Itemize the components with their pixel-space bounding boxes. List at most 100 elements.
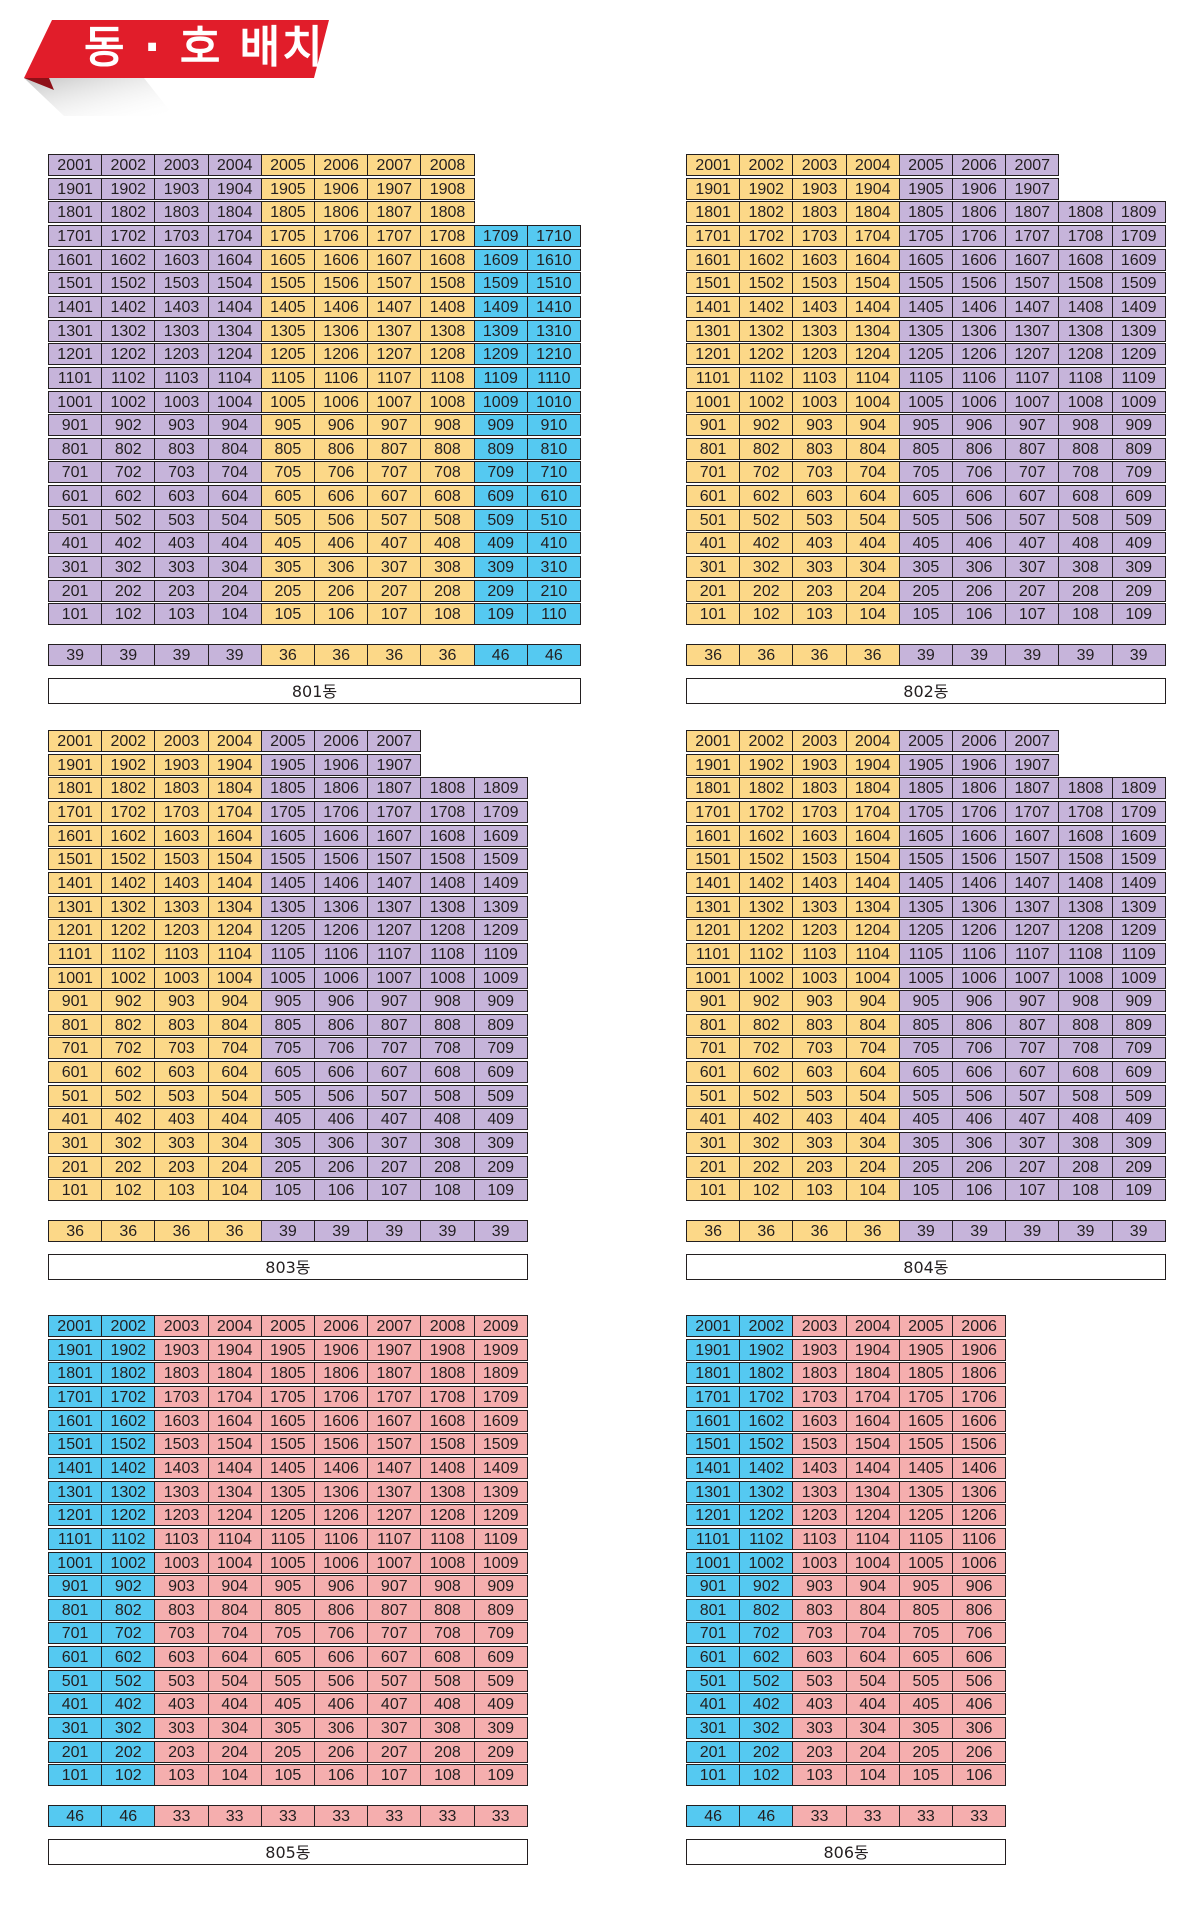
unit-cell: 807: [1005, 437, 1060, 460]
unit-cell: 203: [154, 1155, 209, 1178]
unit-cell: 402: [739, 1108, 794, 1131]
area-cell: 39: [207, 644, 262, 666]
unit-cell: 1807: [367, 1362, 422, 1385]
unit-cell: 1807: [367, 201, 422, 224]
unit-cell: 209: [473, 1740, 528, 1763]
unit-cell: 1209: [473, 343, 528, 366]
unit-cell: 308: [1058, 1132, 1113, 1155]
unit-cell: 1803: [792, 1362, 847, 1385]
unit-cell: 606: [314, 1061, 369, 1084]
unit-cell: 805: [898, 437, 953, 460]
unit-cell: 904: [207, 990, 262, 1013]
unit-cell: 1703: [792, 224, 847, 247]
unit-cell: 304: [845, 1717, 900, 1740]
unit-cell: 205: [260, 1740, 315, 1763]
unit-cell: 1502: [739, 848, 794, 871]
unit-cell: 404: [207, 1108, 262, 1131]
unit-cell: 307: [367, 1132, 422, 1155]
unit-cell: 502: [101, 508, 156, 531]
unit-cell: 905: [260, 990, 315, 1013]
unit-cell: 207: [367, 1740, 422, 1763]
unit-cell: 709: [473, 461, 528, 484]
unit-cell: 1104: [845, 942, 900, 965]
unit-cell: 1206: [952, 343, 1007, 366]
unit-cell: 1304: [845, 895, 900, 918]
unit-cell: 1603: [154, 824, 209, 847]
unit-cell: 1706: [314, 1385, 369, 1408]
unit-cell: 1602: [739, 1409, 794, 1432]
unit-cell: 506: [952, 1084, 1007, 1107]
unit-cell: 2005: [260, 730, 315, 752]
unit-cell: 1207: [367, 919, 422, 942]
unit-cell: 903: [792, 990, 847, 1013]
unit-cell: 904: [207, 414, 262, 437]
unit-cell: 304: [207, 1717, 262, 1740]
unit-cell: 1709: [1111, 224, 1166, 247]
unit-cell: 1204: [207, 343, 262, 366]
unit-cell: 1007: [1005, 966, 1060, 989]
unit-cell: 1405: [260, 295, 315, 318]
unit-cell: 1007: [367, 390, 422, 413]
unit-cell: 2006: [314, 1315, 369, 1337]
unit-cell: 1004: [845, 1551, 900, 1574]
unit-cell: 1202: [739, 343, 794, 366]
unit-cell: 1401: [686, 871, 741, 894]
unit-cell: 1102: [101, 366, 156, 389]
unit-cell: 1409: [473, 295, 528, 318]
unit-cell: 1503: [792, 1433, 847, 1456]
unit-cell: 607: [1005, 1061, 1060, 1084]
unit-cell: 1203: [792, 343, 847, 366]
unit-cell: 1101: [686, 1527, 741, 1550]
unit-cell: 409: [473, 1693, 528, 1716]
unit-cell: 407: [367, 1693, 422, 1716]
unit-cell: 304: [845, 556, 900, 579]
unit-cell: 403: [792, 532, 847, 555]
unit-cell: 805: [898, 1598, 953, 1621]
unit-cell: 1601: [686, 1409, 741, 1432]
unit-cell: 510: [526, 508, 581, 531]
unit-cell: 1105: [898, 1527, 953, 1550]
unit-cell: 602: [739, 1061, 794, 1084]
unit-cell: 703: [154, 461, 209, 484]
unit-cell: 806: [952, 1598, 1007, 1621]
unit-cell: 202: [101, 579, 156, 602]
unit-cell: 1803: [154, 201, 209, 224]
unit-cell: 1401: [686, 295, 741, 318]
unit-cell: 309: [473, 556, 528, 579]
unit-cell: 406: [314, 1108, 369, 1131]
unit-cell: 901: [48, 1575, 103, 1598]
unit-cell: 801: [48, 437, 103, 460]
unit-cell: 802: [101, 1013, 156, 1036]
unit-cell: 507: [1005, 508, 1060, 531]
area-cell: 46: [739, 1805, 794, 1827]
unit-cell: 1705: [898, 1385, 953, 1408]
unit-cell: 209: [1111, 579, 1166, 602]
unit-cell: 1104: [207, 1527, 262, 1550]
unit-cell: 604: [845, 485, 900, 508]
unit-cell: 1007: [367, 966, 422, 989]
unit-cell: 1601: [48, 1409, 103, 1432]
unit-cell: 801: [48, 1013, 103, 1036]
unit-cell: 1904: [845, 1338, 900, 1361]
unit-cell: 409: [473, 1108, 528, 1131]
unit-cell: 1901: [48, 177, 103, 200]
unit-cell: 703: [792, 1622, 847, 1645]
unit-cell: 1502: [739, 272, 794, 295]
unit-cell: 1107: [1005, 942, 1060, 965]
unit-cell: 904: [207, 1575, 262, 1598]
area-cell: 39: [1058, 644, 1113, 666]
unit-cell: 110: [526, 603, 581, 626]
unit-cell: 602: [739, 1646, 794, 1669]
unit-cell: 807: [367, 437, 422, 460]
unit-cell: 103: [792, 603, 847, 626]
unit-cell: 1806: [314, 1362, 369, 1385]
unit-cell: 505: [260, 1669, 315, 1692]
unit-cell: 1908: [420, 1338, 475, 1361]
unit-cell: 1206: [314, 919, 369, 942]
unit-cell: 309: [473, 1717, 528, 1740]
unit-cell: 1508: [420, 272, 475, 295]
unit-cell: 1902: [739, 177, 794, 200]
unit-cell: 603: [792, 485, 847, 508]
unit-cell: 1207: [367, 1504, 422, 1527]
unit-cell: 1701: [686, 224, 741, 247]
